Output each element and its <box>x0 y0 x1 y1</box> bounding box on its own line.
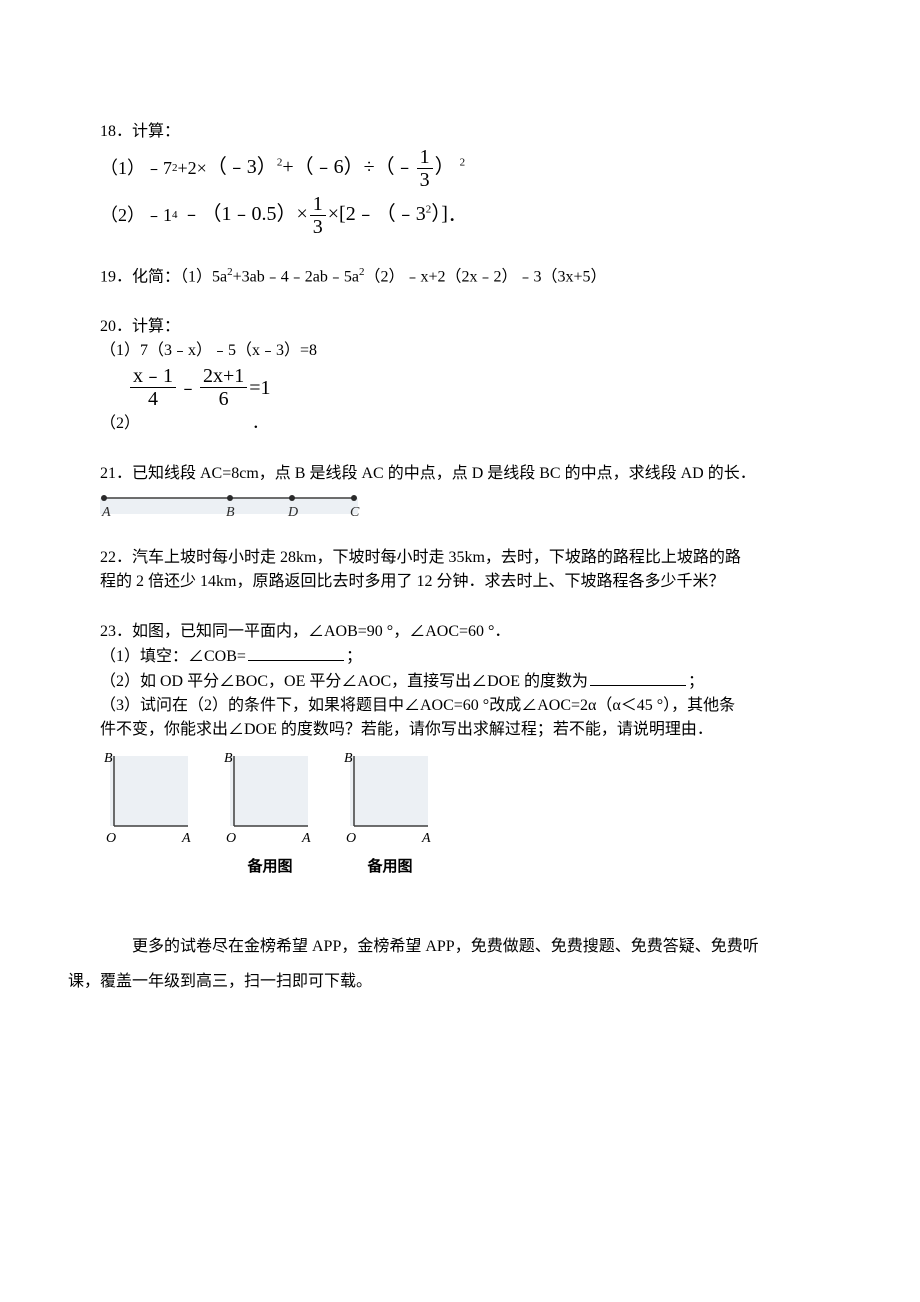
fill-blank <box>590 669 686 686</box>
fill-blank <box>248 644 344 661</box>
footer-text: 更多的试卷尽在金榜希望 APP，金榜希望 APP，免费做题、免费搜题、免费答疑、… <box>100 929 920 999</box>
q18-part2: （2）﹣14 ﹣（1﹣0.5）×13×[2﹣（﹣32）] ． <box>100 193 920 238</box>
q18-p1-post: +2× <box>178 155 207 182</box>
svg-text:O: O <box>226 831 236 846</box>
svg-text:O: O <box>106 831 116 846</box>
num: x﹣1 <box>130 365 176 388</box>
q21-diagram: A B D C <box>100 490 360 520</box>
q23-fig-1: B O A <box>100 748 200 848</box>
q20-line1: （1）7（3﹣x）﹣5（x﹣3）=8 <box>100 339 920 363</box>
svg-text:A: A <box>101 505 111 520</box>
frac-1-3b: 13 <box>310 193 326 238</box>
q23-l3: （2）如 OD 平分∠BOC，OE 平分∠AOC，直接写出∠DOE 的度数为 ； <box>100 669 920 694</box>
sup-4: 4 <box>172 207 178 224</box>
q19-a: 19．化简：（1）5a <box>100 268 227 285</box>
q22-l2: 程的 2 倍还少 14km，原路返回比去时多用了 12 分钟．求去时上、下坡路程… <box>100 570 920 594</box>
frac-x1-4: x﹣14 <box>130 365 176 410</box>
question-21: 21．已知线段 AC=8cm，点 B 是线段 AC 的中点，点 D 是线段 BC… <box>100 462 920 520</box>
q22-l1: 22．汽车上坡时每小时走 28km，下坡时每小时走 35km，去时，下坡路的路程… <box>100 546 920 570</box>
dot: ． <box>252 415 268 432</box>
num: 1 <box>310 193 326 216</box>
q23-l2: （1）填空：∠COB= ； <box>100 644 920 669</box>
q23-l1: 23．如图，已知同一平面内，∠AOB=90 °，∠AOC=60 °． <box>100 620 920 644</box>
t: （1）填空：∠COB= <box>100 648 246 665</box>
t: ﹣（1﹣0.5）× <box>182 203 308 225</box>
den: 3 <box>310 216 326 238</box>
minus: ﹣ <box>178 373 198 403</box>
q19-b: +3ab﹣4﹣2ab﹣5a <box>233 268 359 285</box>
q23-l4: （3）试问在（2）的条件下，如果将题目中∠AOC=60 °改成∠AOC=2α（α… <box>100 694 920 718</box>
t: （2）如 OD 平分∠BOC，OE 平分∠AOC，直接写出∠DOE 的度数为 <box>100 673 588 690</box>
q18-expr2: ﹣（1﹣0.5）×13×[2﹣（﹣32）] <box>182 193 448 238</box>
q20-part2-label: （2） ． <box>100 412 920 436</box>
q20-title: 20．计算： <box>100 315 920 339</box>
svg-text:A: A <box>301 831 311 846</box>
t: ； <box>346 648 362 665</box>
q19-c: （2）﹣x+2（2x﹣2）﹣3（3x+5） <box>364 268 606 285</box>
footer-l1: 更多的试卷尽在金榜希望 APP，金榜希望 APP，免费做题、免费搜题、免费答疑、… <box>132 938 759 955</box>
q23-diagrams: B O A B O A 备用图 B O A 备用图 <box>100 748 920 879</box>
den: 3 <box>417 169 433 191</box>
t: +（﹣6）÷（﹣ <box>282 156 414 178</box>
den: 6 <box>200 388 247 410</box>
q18-p1-pre: （1）﹣7 <box>100 155 172 182</box>
eq: =1 <box>249 373 270 403</box>
q18-expr1: （﹣3）2+（﹣6）÷（﹣13） 2 <box>207 146 465 191</box>
num: 1 <box>417 146 433 169</box>
svg-text:B: B <box>226 505 235 520</box>
svg-text:B: B <box>104 751 113 766</box>
t: （﹣3） <box>207 156 277 178</box>
svg-text:A: A <box>181 831 191 846</box>
t: ） <box>435 156 455 178</box>
svg-text:B: B <box>344 751 353 766</box>
t: ； <box>688 673 704 690</box>
question-18: 18．计算： （1）﹣72+2× （﹣3）2+（﹣6）÷（﹣13） 2 （2）﹣… <box>100 120 920 238</box>
frac-1-3: 13 <box>417 146 433 191</box>
question-23: 23．如图，已知同一平面内，∠AOB=90 °，∠AOC=60 °． （1）填空… <box>100 620 920 879</box>
svg-text:O: O <box>346 831 356 846</box>
frac-2x1-6: 2x+16 <box>200 365 247 410</box>
q23-l5: 件不变，你能求出∠DOE 的度数吗？若能，请你写出求解过程；若不能，请说明理由． <box>100 718 920 742</box>
question-22: 22．汽车上坡时每小时走 28km，下坡时每小时走 35km，去时，下坡路的路程… <box>100 546 920 594</box>
t: ×[2﹣（﹣3 <box>328 203 426 225</box>
num: 2x+1 <box>200 365 247 388</box>
q23-fig-3-wrap: B O A 备用图 <box>340 748 440 879</box>
q20-frac-line: x﹣14 ﹣ 2x+16 =1 <box>128 365 920 410</box>
question-19: 19．化简：（1）5a2+3ab﹣4﹣2ab﹣5a2（2）﹣x+2（2x﹣2）﹣… <box>100 264 920 289</box>
period: ． <box>448 202 466 229</box>
q23-caption-2: 备用图 <box>220 856 320 879</box>
q23-fig-3: B O A <box>340 748 440 848</box>
q18-part1: （1）﹣72+2× （﹣3）2+（﹣6）÷（﹣13） 2 <box>100 146 920 191</box>
sup-2c: 2 <box>460 156 466 168</box>
q23-caption-3: 备用图 <box>340 856 440 879</box>
svg-text:A: A <box>421 831 431 846</box>
q23-fig-2: B O A <box>220 748 320 848</box>
svg-text:B: B <box>224 751 233 766</box>
q18-p2-pre: （2）﹣1 <box>100 202 172 229</box>
q18-title: 18．计算： <box>100 120 920 144</box>
svg-text:C: C <box>350 505 360 520</box>
t: （2） <box>100 415 132 432</box>
question-20: 20．计算： （1）7（3﹣x）﹣5（x﹣3）=8 x﹣14 ﹣ 2x+16 =… <box>100 315 920 436</box>
q21-text: 21．已知线段 AC=8cm，点 B 是线段 AC 的中点，点 D 是线段 BC… <box>100 462 920 486</box>
q23-fig-2-wrap: B O A 备用图 <box>220 748 320 879</box>
footer-l2: 课，覆盖一年级到高三，扫一扫即可下载。 <box>68 973 372 990</box>
den: 4 <box>130 388 176 410</box>
svg-text:D: D <box>287 505 298 520</box>
t: ）] <box>431 203 448 225</box>
